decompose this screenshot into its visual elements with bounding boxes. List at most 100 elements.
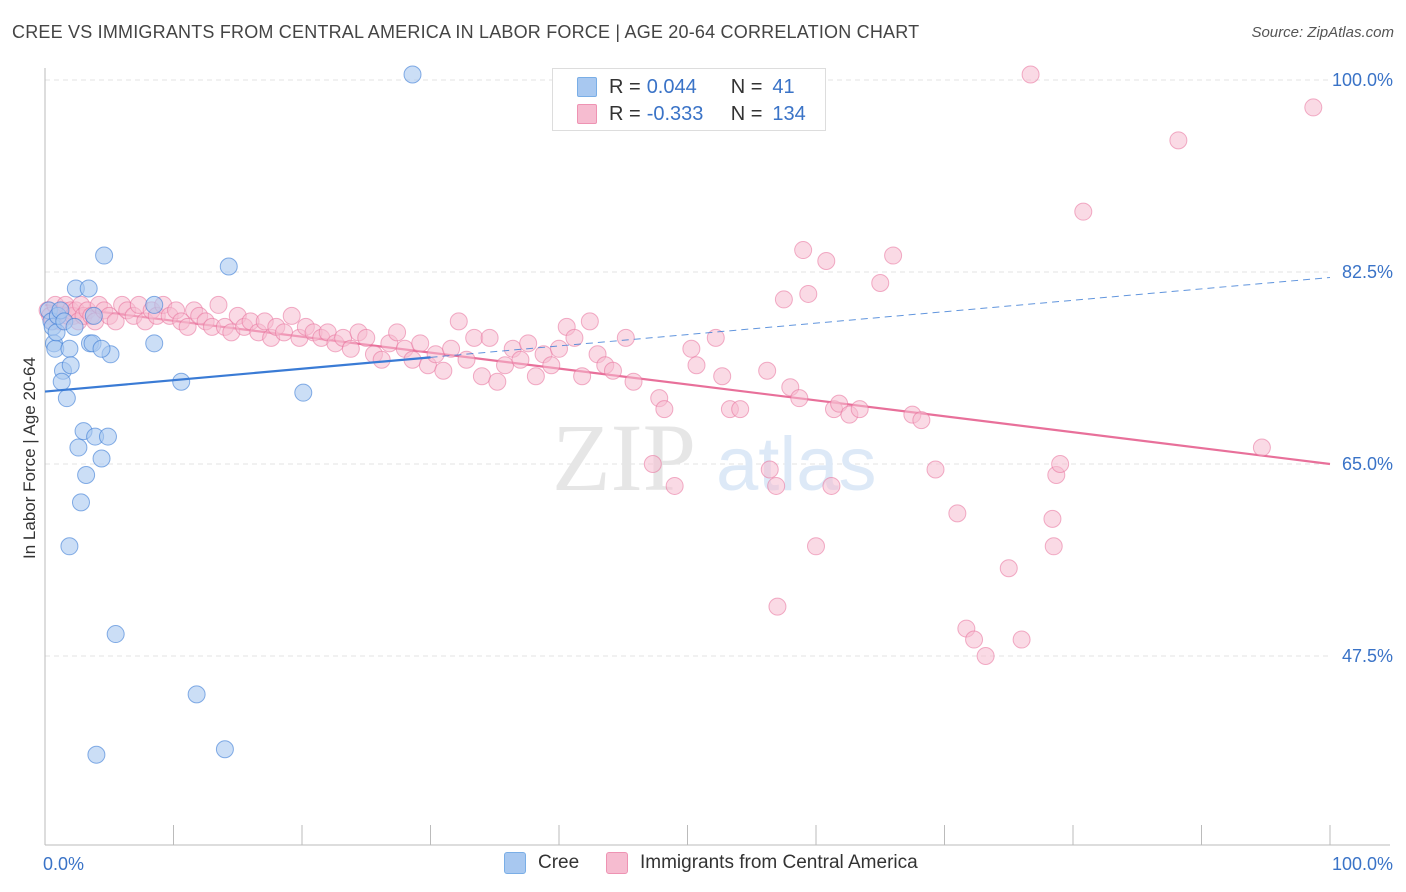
data-point-cree xyxy=(92,339,111,358)
data-point-cree xyxy=(187,685,206,704)
legend-item-immigrants[interactable]: Immigrants from Central America xyxy=(606,852,918,874)
data-point-cree xyxy=(61,356,80,375)
data-point-immigrants xyxy=(682,339,701,358)
watermark-atlas: atlas xyxy=(716,422,877,507)
x-tick-labels: 0.0% 100.0% xyxy=(43,854,1393,874)
data-point-immigrants xyxy=(457,350,476,369)
data-point-immigrants xyxy=(282,306,301,325)
data-point-immigrants xyxy=(1169,131,1188,150)
legend-label-cree: Cree xyxy=(538,852,580,873)
data-point-immigrants xyxy=(850,400,869,419)
data-point-immigrants xyxy=(388,323,407,342)
data-point-immigrants xyxy=(603,361,622,380)
data-point-immigrants xyxy=(526,367,545,386)
data-point-immigrants xyxy=(480,328,499,347)
legend-r-label: R = xyxy=(609,102,641,125)
data-point-immigrants xyxy=(465,328,484,347)
legend-row-cree: R = 0.044 N = 41 xyxy=(553,74,795,100)
data-point-cree xyxy=(79,279,98,298)
data-point-immigrants xyxy=(472,367,491,386)
data-point-immigrants xyxy=(774,290,793,309)
y-tick-labels: 47.5% 65.0% 82.5% 100.0% xyxy=(1332,70,1393,666)
data-point-cree xyxy=(52,372,71,391)
data-point-immigrants xyxy=(758,361,777,380)
data-point-cree xyxy=(98,427,117,446)
y-tick-label: 47.5% xyxy=(1342,646,1393,666)
legend-label-immigrants: Immigrants from Central America xyxy=(640,852,918,873)
data-point-immigrants xyxy=(768,597,787,616)
grid-lines xyxy=(45,79,1330,657)
x-tick-label: 0.0% xyxy=(43,854,84,874)
data-point-cree xyxy=(57,389,76,408)
data-point-immigrants xyxy=(643,455,662,473)
data-point-immigrants xyxy=(713,367,732,386)
data-point-immigrants xyxy=(1021,65,1040,84)
data-point-immigrants xyxy=(912,411,931,430)
data-point-immigrants xyxy=(1043,509,1062,528)
data-point-immigrants xyxy=(426,345,445,364)
data-point-immigrants xyxy=(372,350,391,369)
data-point-immigrants xyxy=(976,647,995,665)
data-point-immigrants xyxy=(706,328,725,347)
data-point-immigrants xyxy=(550,339,568,358)
data-point-immigrants xyxy=(760,460,779,479)
data-point-immigrants xyxy=(794,241,813,260)
trend-line-cree xyxy=(44,276,1331,393)
watermark-zip: ZIP xyxy=(552,404,696,511)
data-point-immigrants xyxy=(580,312,599,331)
data-point-cree xyxy=(219,257,238,276)
chart-title: CREE VS IMMIGRANTS FROM CENTRAL AMERICA … xyxy=(12,22,920,42)
legend-n-label: N = xyxy=(730,75,763,98)
data-point-cree xyxy=(65,317,84,336)
legend-r-label: R = xyxy=(609,75,641,98)
data-point-immigrants xyxy=(948,504,967,523)
data-point-immigrants xyxy=(1051,455,1070,473)
data-point-immigrants xyxy=(275,323,294,342)
data-point-cree xyxy=(71,493,90,512)
data-point-cree xyxy=(87,745,106,764)
legend-item-cree[interactable]: Cree xyxy=(504,852,579,874)
legend-n-value-immigrants: 134 xyxy=(772,102,806,125)
legend-swatch-cree xyxy=(504,852,526,874)
legend-row-immigrants: R = -0.333 N = 134 xyxy=(553,101,806,127)
legend-n-label: N = xyxy=(730,102,763,125)
stats-legend: R = 0.044 N = 41 R = -0.333 N = 134 xyxy=(552,68,826,131)
data-point-cree xyxy=(95,246,114,265)
data-point-immigrants xyxy=(1044,537,1063,556)
source-label: Source: ZipAtlas.com xyxy=(1251,24,1394,41)
data-point-cree xyxy=(77,465,96,484)
y-tick-label: 82.5% xyxy=(1342,262,1393,282)
data-point-immigrants xyxy=(871,273,890,292)
data-point-cree xyxy=(145,334,164,353)
data-point-immigrants xyxy=(1304,98,1323,117)
data-point-immigrants xyxy=(1012,630,1031,649)
data-point-immigrants xyxy=(807,537,825,556)
data-point-immigrants xyxy=(830,394,849,413)
y-tick-label: 65.0% xyxy=(1342,454,1393,474)
data-point-cree xyxy=(60,537,79,556)
points-cree xyxy=(39,65,422,764)
data-point-immigrants xyxy=(519,334,538,353)
data-point-immigrants xyxy=(573,367,592,386)
data-point-immigrants xyxy=(488,372,507,391)
y-tick-label: 100.0% xyxy=(1332,70,1393,90)
data-point-immigrants xyxy=(822,476,841,495)
data-point-cree xyxy=(145,295,164,314)
data-point-immigrants xyxy=(511,350,530,369)
data-point-immigrants xyxy=(565,328,584,347)
data-point-immigrants xyxy=(341,339,360,358)
data-point-immigrants xyxy=(442,339,461,358)
data-point-immigrants xyxy=(1074,202,1093,221)
data-point-immigrants xyxy=(767,476,786,495)
data-point-cree xyxy=(84,306,103,325)
data-point-immigrants xyxy=(926,460,945,479)
y-axis-title: In Labor Force | Age 20-64 xyxy=(20,357,39,559)
data-point-immigrants xyxy=(965,630,984,649)
data-point-immigrants xyxy=(411,334,430,353)
legend-swatch-cree xyxy=(577,77,597,97)
data-point-immigrants xyxy=(542,356,561,375)
data-point-immigrants xyxy=(655,400,674,419)
data-point-immigrants xyxy=(817,252,836,271)
data-point-cree xyxy=(60,339,79,358)
